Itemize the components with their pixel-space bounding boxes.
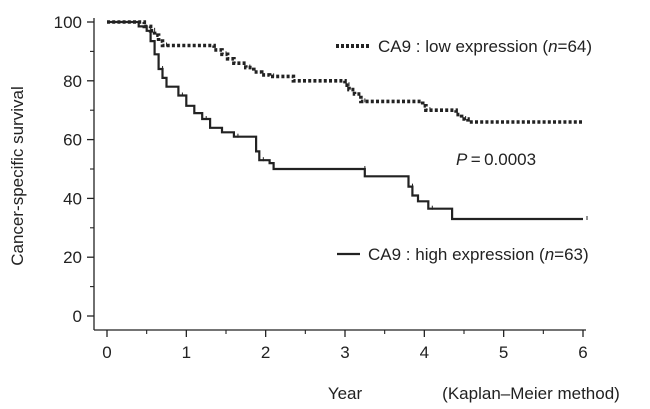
x-tick-label: 6	[578, 343, 587, 362]
p-value-number: = 0.0003	[467, 150, 536, 169]
legend-label-low-expression: CA9 : low expression (n=64)	[378, 37, 592, 56]
x-tick-label: 2	[261, 343, 270, 362]
p-value-annotation: P = 0.0003	[456, 150, 536, 169]
x-tick-label: 5	[499, 343, 508, 362]
y-tick-label: 100	[54, 13, 82, 32]
legend-entry-high-expression: CA9 : high expression (n=63)	[337, 245, 589, 264]
x-tick-label: 1	[182, 343, 191, 362]
legend-entry-low-expression: CA9 : low expression (n=64)	[336, 37, 592, 56]
y-axis-label: Cancer-specific survival	[8, 86, 27, 266]
y-ticks: 0 20 40 60 80 100	[54, 13, 94, 326]
x-tick-label: 4	[420, 343, 429, 362]
survival-curve-low-expression	[107, 20, 583, 124]
axes	[93, 18, 586, 331]
y-tick-label: 20	[63, 248, 82, 267]
x-ticks: 0 1 2 3 4 5 6	[102, 330, 588, 362]
y-tick-label: 80	[63, 72, 82, 91]
legend-label-high-expression: CA9 : high expression (n=63)	[368, 245, 589, 264]
x-tick-label: 0	[102, 343, 111, 362]
method-note: (Kaplan–Meier method)	[442, 384, 620, 403]
y-tick-label: 0	[73, 307, 82, 326]
y-tick-label: 60	[63, 131, 82, 150]
p-value-symbol: P	[456, 150, 468, 169]
y-tick-label: 40	[63, 189, 82, 208]
x-axis-label: Year	[328, 384, 363, 403]
survival-curves	[107, 20, 588, 221]
x-tick-label: 3	[340, 343, 349, 362]
